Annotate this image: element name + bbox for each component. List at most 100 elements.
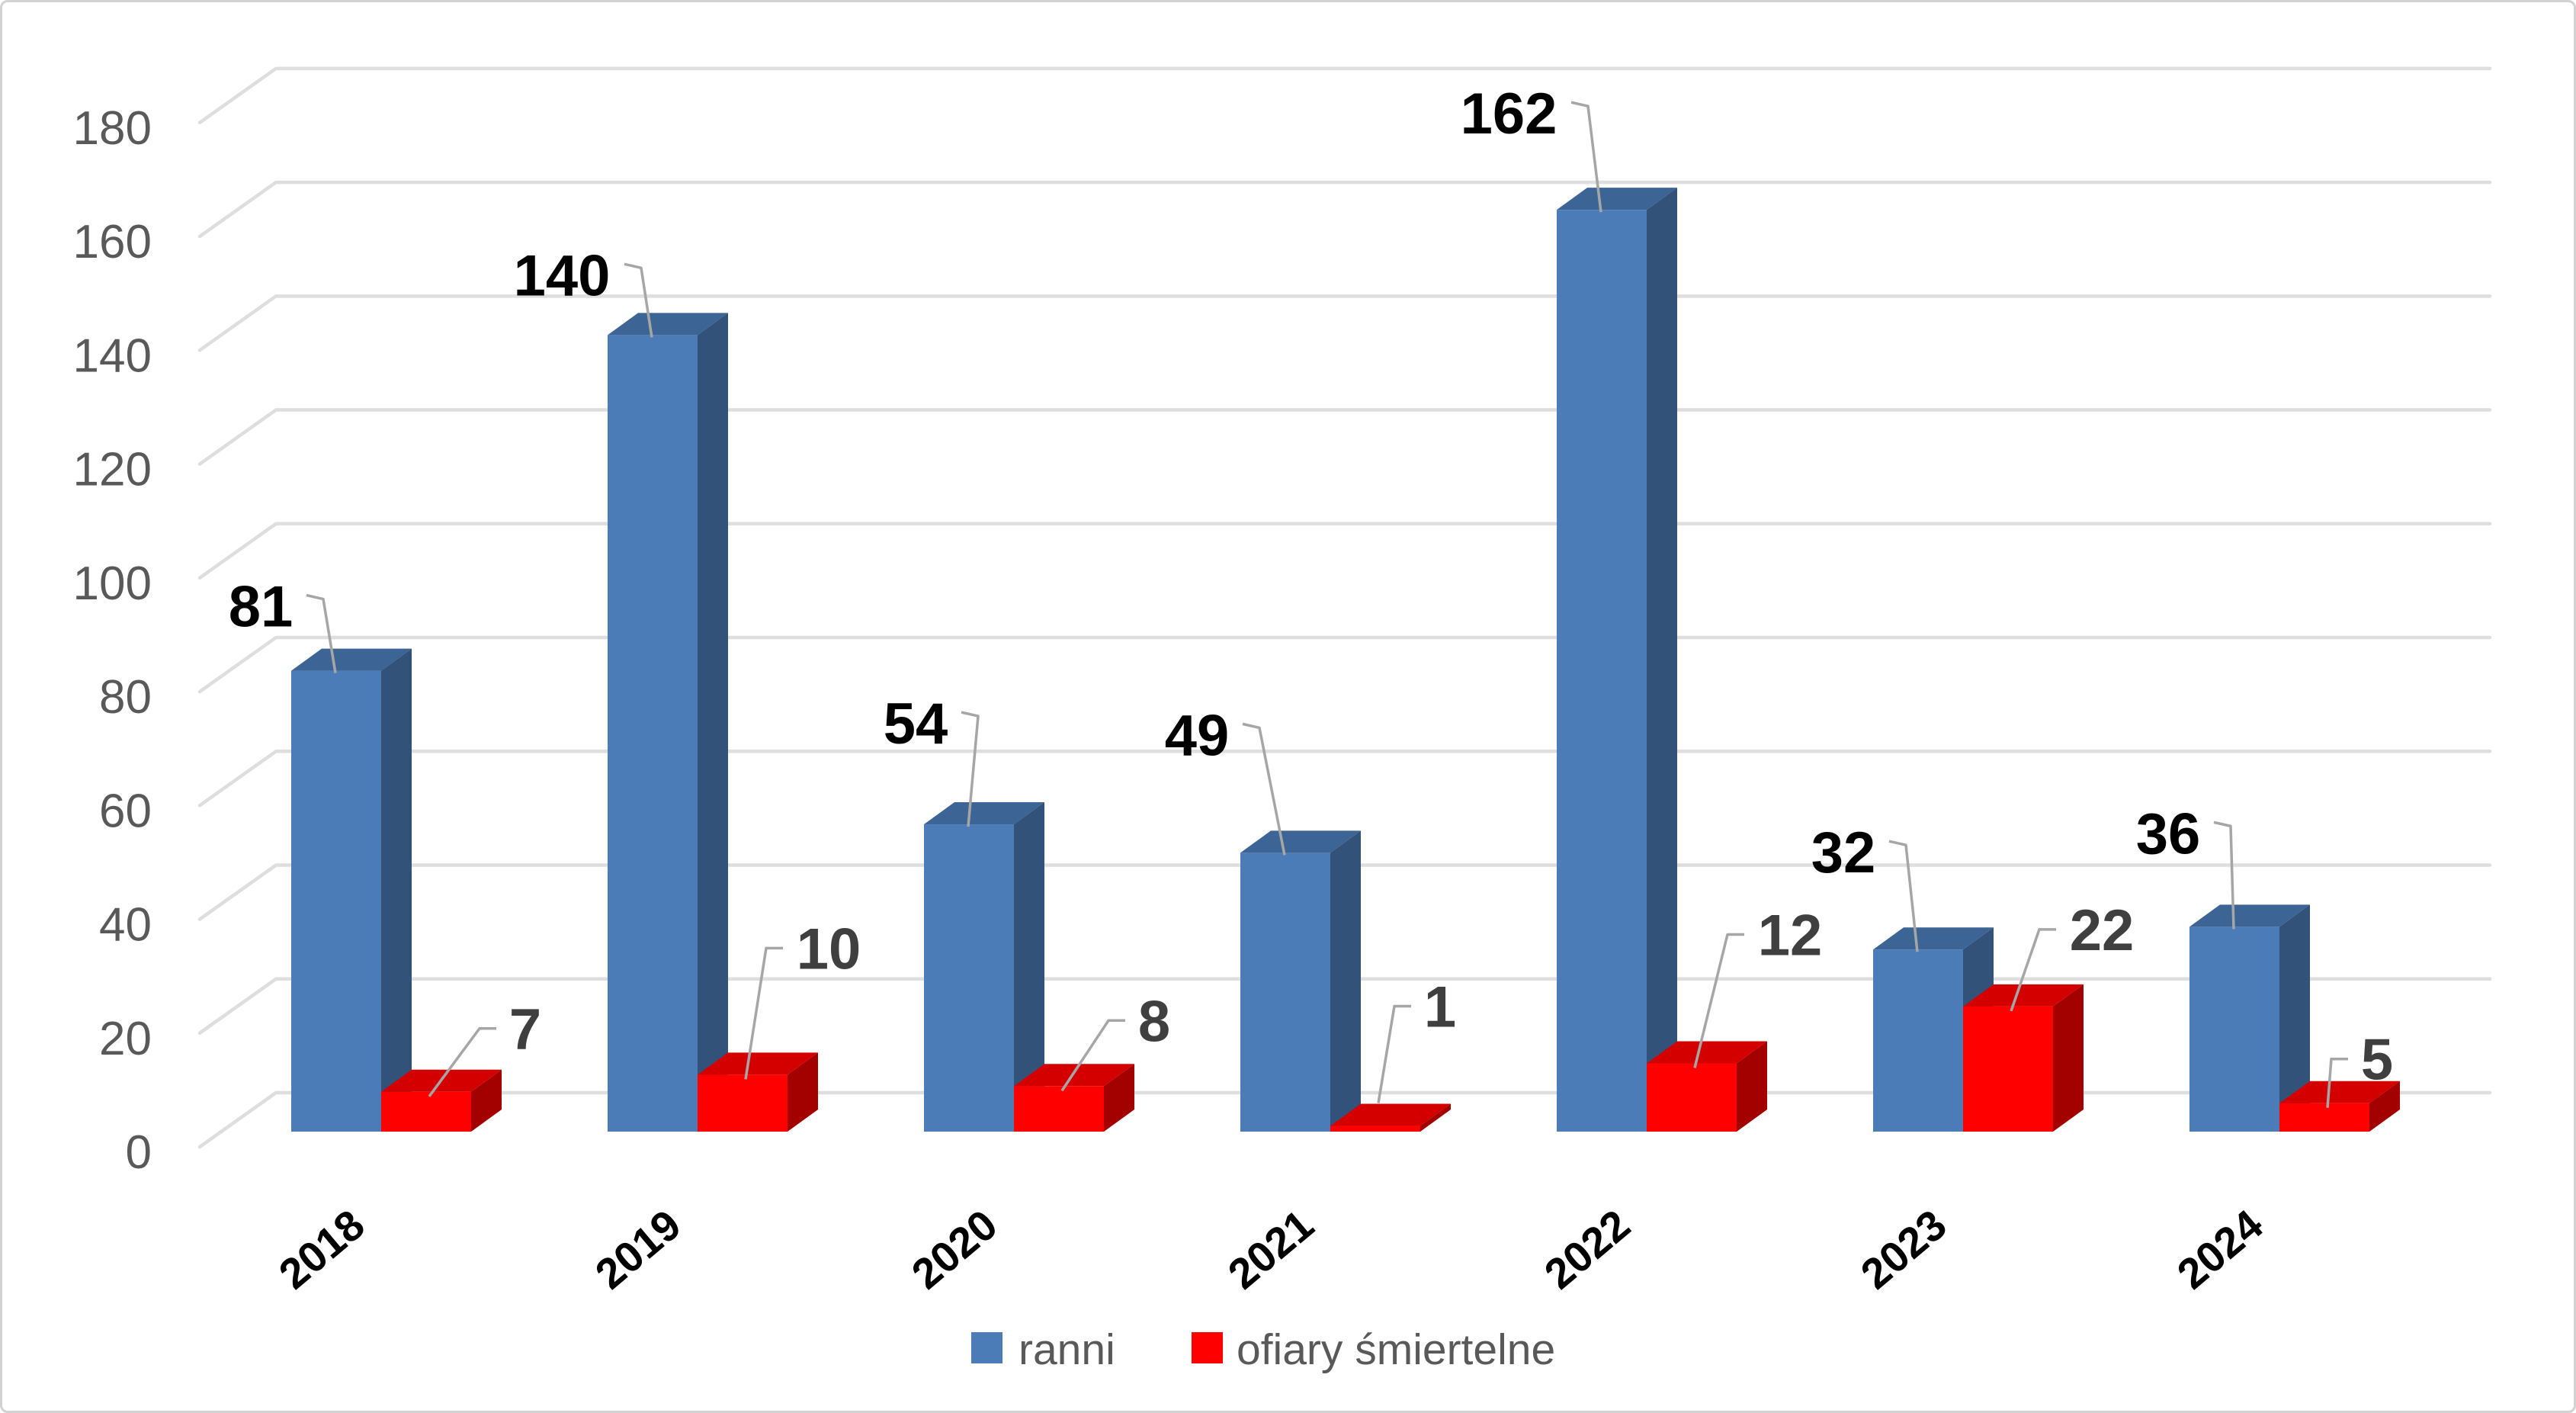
y-tick-label-160: 160 [73, 216, 152, 268]
bar-ofiary-2022-side [1737, 1041, 1767, 1132]
x-axis-label-2021: 2021 [1219, 1200, 1323, 1298]
x-axis-label-2020: 2020 [903, 1200, 1006, 1298]
bar-ranni-2022 [1557, 188, 1677, 1132]
leader-ranni-2021 [1242, 722, 1286, 856]
data-label-ofiary-2023: 22 [2070, 898, 2135, 963]
leader-ranni-2020 [961, 711, 980, 827]
bar-ofiary-2024-top [2279, 1081, 2400, 1103]
bar-ranni-2023-front [1873, 949, 1963, 1132]
data-label-ofiary-2019: 10 [797, 917, 861, 981]
grid-line-160 [197, 180, 2492, 239]
bar-ranni-2021 [1240, 830, 1361, 1132]
grid-line-120 [197, 408, 2492, 466]
bar-ranni-2019-side [698, 313, 728, 1132]
bar-ofiary-2022-front [1647, 1063, 1737, 1132]
data-label-ranni-2024: 36 [2136, 801, 2201, 866]
x-axis-label-2019: 2019 [586, 1200, 690, 1298]
grid-line-80 [197, 635, 2492, 694]
data-label-ranni-2021: 49 [1165, 703, 1230, 768]
bar-ranni-2024-top [2189, 904, 2310, 927]
bar-ranni-2020 [924, 802, 1044, 1132]
bar-ofiary-2023-top [1963, 984, 2084, 1007]
bar-ranni-2019-top [608, 313, 728, 336]
x-axis-label-2023: 2023 [1852, 1200, 1955, 1298]
y-axis-labels: 0 20 40 60 80 100 120 140 160 180 [73, 102, 152, 1179]
bar-ranni-2021-front [1240, 853, 1330, 1132]
bar-ofiary-2021-side [1420, 1103, 1451, 1132]
leader-ofiary-2021 [1377, 1004, 1411, 1103]
bar-ranni-2018 [291, 648, 412, 1132]
legend-swatch-ofiary-smiertelne [1192, 1332, 1223, 1363]
leader-ofiary-2020 [1060, 1019, 1125, 1092]
data-label-ranni-2023: 32 [1811, 821, 1876, 885]
bar-ofiary-2019-side [788, 1052, 818, 1132]
bar-ranni-2022-front [1557, 210, 1647, 1132]
leader-ranni-2018 [306, 593, 337, 673]
leader-ofiary-2019 [744, 946, 783, 1080]
bar-ofiary-2020-front [1014, 1086, 1104, 1132]
x-axis-label-2018: 2018 [270, 1200, 374, 1298]
bar-ofiary-smiertelne-2024 [2279, 1081, 2400, 1132]
y-tick-label-180: 180 [73, 102, 152, 155]
data-label-ofiary-2020: 8 [1138, 989, 1170, 1054]
grid-line-40 [197, 863, 2492, 921]
bar-ranni-2019-front [608, 335, 698, 1132]
bar-ofiary-2018-side [471, 1069, 502, 1132]
data-label-ofiary-2021: 1 [1424, 975, 1456, 1040]
data-label-ranni-2020: 54 [884, 692, 948, 756]
bar-ranni-2022-side [1647, 188, 1677, 1132]
data-label-ranni-2018: 81 [229, 575, 294, 640]
bar-ofiary-smiertelne-2020 [1014, 1064, 1134, 1132]
bar-ranni-2018-side [381, 648, 412, 1132]
x-axis-label-2022: 2022 [1535, 1200, 1639, 1298]
bar-ofiary-2020-top [1014, 1064, 1134, 1087]
bar-ofiary-smiertelne-2023 [1963, 984, 2084, 1132]
grid-line-20 [197, 977, 2492, 1036]
leader-lines [306, 101, 2348, 1108]
legend-label-ofiary-smiertelne: ofiary śmiertelne [1237, 1325, 1555, 1374]
bar-ofiary-2022-top [1647, 1041, 1767, 1064]
bar-ranni-2020-side [1014, 802, 1044, 1132]
data-label-ranni-2022: 162 [1461, 82, 1557, 146]
leader-ranni-2024 [2213, 821, 2235, 930]
x-axis-labels: 2018 2019 2020 2021 2022 2023 2024 [270, 1200, 2272, 1298]
bar-ranni-2021-top [1240, 830, 1361, 853]
bar-ranni-2018-front [291, 670, 381, 1132]
data-label-ofiary-2018: 7 [509, 997, 541, 1062]
legend-swatch-ranni [971, 1332, 1002, 1363]
bar-ofiary-2021-front [1330, 1126, 1420, 1132]
y-tick-label-100: 100 [73, 557, 152, 610]
bar-ofiary-smiertelne-2019 [698, 1052, 818, 1132]
bar-ofiary-2018-front [381, 1091, 471, 1132]
data-label-ofiary-2022: 12 [1758, 903, 1823, 968]
bar-ranni-2020-top [924, 802, 1044, 825]
grid-line-60 [197, 750, 2492, 808]
y-tick-label-40: 40 [99, 899, 152, 952]
y-tick-label-80: 80 [99, 671, 152, 724]
bar-ofiary-2023-side [2053, 984, 2084, 1132]
leader-ofiary-2024 [2326, 1057, 2348, 1108]
y-tick-label-0: 0 [126, 1126, 152, 1179]
leader-ofiary-2022 [1693, 933, 1744, 1068]
bar-ofiary-2024-side [2369, 1081, 2400, 1132]
bar-ranni-2021-side [1330, 830, 1361, 1132]
bar-ofiary-2023-front [1963, 1006, 2053, 1132]
bar-ofiary-2021-top [1330, 1103, 1451, 1126]
bar-ranni-2024 [2189, 904, 2310, 1132]
bar-ofiary-smiertelne-2021 [1330, 1103, 1451, 1132]
bar-ranni-2020-front [924, 824, 1014, 1132]
bar-ofiary-2019-top [698, 1052, 818, 1075]
y-tick-label-60: 60 [99, 785, 152, 837]
leader-ranni-2022 [1570, 101, 1602, 213]
legend: ranni ofiary śmiertelne [971, 1325, 1555, 1374]
bar-ranni-2019 [608, 313, 728, 1132]
bar-ranni-2024-front [2189, 926, 2279, 1132]
bar-ofiary-smiertelne-2022 [1647, 1041, 1767, 1132]
leader-ofiary-2018 [428, 1027, 496, 1097]
data-label-ofiary-2024: 5 [2361, 1028, 2393, 1093]
bar-ranni-2023-top [1873, 927, 1994, 950]
grid-line-180 [197, 66, 2492, 125]
